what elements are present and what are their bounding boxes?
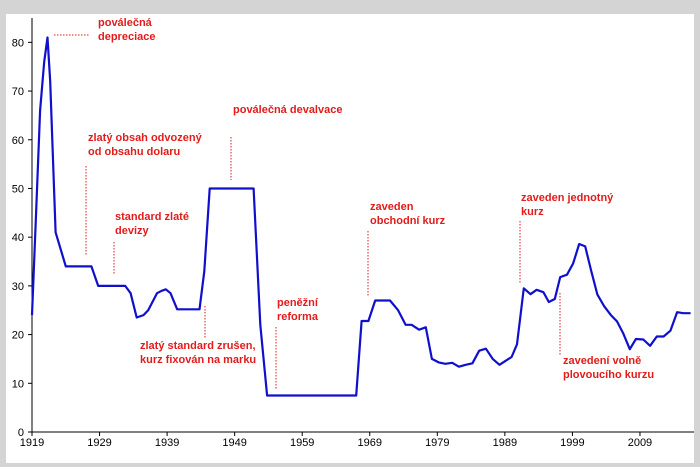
annotation-line: zlatý standard zrušen,: [140, 340, 256, 352]
chart-panel: 0 10 20 30 40 50 60 70 80 1919 1929 1939 1949 1959 19…: [6, 14, 694, 463]
annotations: poválečná depreciace zlatý obsah odvozený o…: [54, 17, 654, 390]
annotation-text: peněžní reforma: [277, 297, 319, 323]
x-tick-label: 1939: [155, 437, 179, 449]
annotation-commercial-rate: zaveden obchodní kurz: [367, 201, 446, 297]
annotation-line: depreciace: [98, 31, 155, 43]
annotation-line: od obsahu dolaru: [88, 146, 180, 158]
annotation-line: obchodní kurz: [370, 215, 446, 227]
x-tick-label: 1929: [87, 437, 111, 449]
annotation-line: zlatý obsah odvozený: [88, 132, 203, 144]
y-tick-label: 20: [12, 330, 24, 342]
annotation-gold-currency: standard zlaté devizy: [113, 211, 189, 274]
y-tick-label: 60: [12, 135, 24, 147]
annotation-text: zlatý obsah odvozený od obsahu dolaru: [88, 132, 203, 158]
x-tick-label: 1949: [222, 437, 246, 449]
annotation-line: devizy: [115, 225, 150, 237]
y-ticks: 0 10 20 30 40 50 60 70 80: [12, 37, 32, 439]
y-tick-label: 70: [12, 86, 24, 98]
annotation-line: poválečná: [98, 17, 153, 29]
annotation-line: plovoucího kurzu: [563, 369, 654, 381]
annotation-line: kurz fixován na marku: [140, 354, 256, 366]
annotation-text: zaveden obchodní kurz: [370, 201, 446, 227]
annotation-text: zaveden jednotný kurz: [521, 192, 614, 218]
y-tick-label: 80: [12, 37, 24, 49]
annotation-text: zlatý standard zrušen, kurz fixován na ma…: [140, 340, 256, 366]
annotation-text: poválečná devalvace: [233, 104, 342, 116]
annotation-devaluation: poválečná devalvace: [230, 104, 342, 180]
annotation-depreciation: poválečná depreciace: [54, 17, 155, 43]
x-tick-label: 1969: [358, 437, 382, 449]
annotation-floating-rate: zavedení volně plovoucího kurzu: [559, 293, 654, 381]
annotation-line: zaveden jednotný: [521, 192, 614, 204]
annotation-line: standard zlaté: [115, 211, 189, 223]
annotation-monetary-reform: peněžní reforma: [275, 297, 319, 390]
x-tick-label: 1959: [290, 437, 314, 449]
x-ticks: 1919 1929 1939 1949 1959 1969 1979 1989 1999 2009: [20, 432, 652, 449]
y-tick-label: 40: [12, 232, 24, 244]
annotation-line: reforma: [277, 311, 319, 323]
x-tick-label: 1999: [560, 437, 584, 449]
y-tick-label: 50: [12, 183, 24, 195]
annotation-gold-dollar: zlatý obsah odvozený od obsahu dolaru: [85, 132, 203, 256]
annotation-line: kurz: [521, 206, 544, 218]
annotation-line: peněžní: [277, 297, 319, 309]
annotation-text: zavedení volně plovoucího kurzu: [563, 355, 654, 381]
x-tick-label: 1989: [493, 437, 517, 449]
annotation-line: poválečná devalvace: [233, 104, 342, 116]
annotation-unified-rate: zaveden jednotný kurz: [519, 192, 614, 284]
series: [30, 36, 691, 397]
x-tick-label: 1979: [425, 437, 449, 449]
annotation-line: zavedení volně: [563, 355, 641, 367]
series-line: [30, 36, 691, 397]
x-tick-label: 1919: [20, 437, 44, 449]
annotation-text: standard zlaté devizy: [115, 211, 189, 237]
y-tick-label: 30: [12, 281, 24, 293]
axes: [31, 18, 694, 433]
x-tick-label: 2009: [628, 437, 652, 449]
y-tick-label: 10: [12, 378, 24, 390]
annotation-text: poválečná depreciace: [98, 17, 155, 43]
y-tick-label: 0: [18, 427, 24, 439]
annotation-gold-cancelled: zlatý standard zrušen, kurz fixován na ma…: [140, 306, 256, 366]
annotation-line: zaveden: [370, 201, 414, 213]
